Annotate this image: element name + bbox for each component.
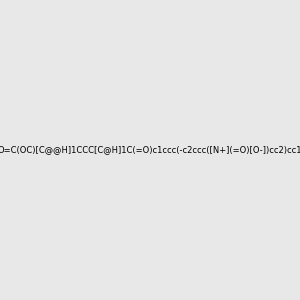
Text: O=C(OC)[C@@H]1CCC[C@H]1C(=O)c1ccc(-c2ccc([N+](=O)[O-])cc2)cc1: O=C(OC)[C@@H]1CCC[C@H]1C(=O)c1ccc(-c2ccc… — [0, 146, 300, 154]
